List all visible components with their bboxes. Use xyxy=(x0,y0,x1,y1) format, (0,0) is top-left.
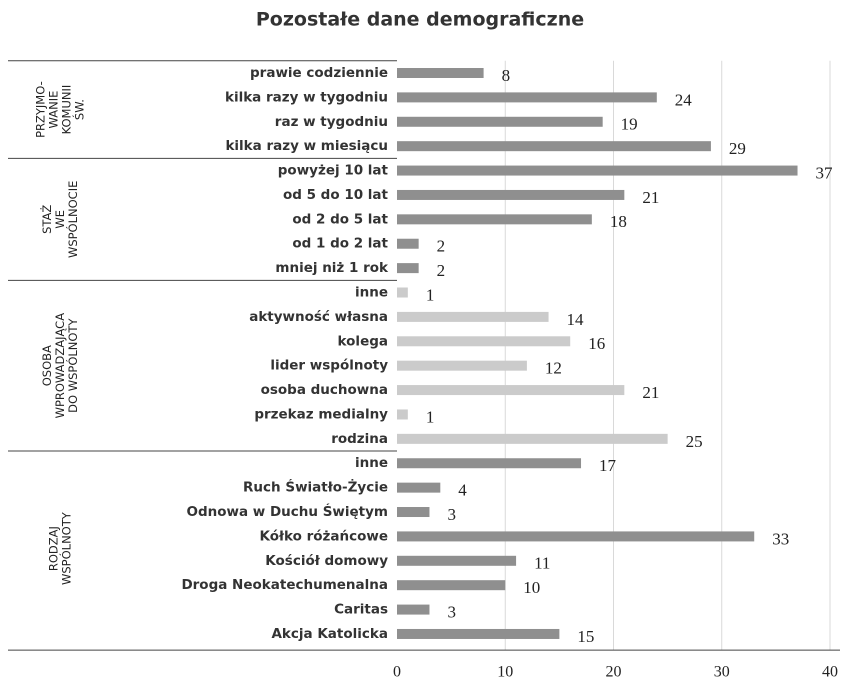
value-label: 21 xyxy=(642,188,659,207)
group-label-line: WE xyxy=(53,210,67,229)
bar xyxy=(397,165,798,176)
bar xyxy=(397,385,625,396)
x-tick-label: 10 xyxy=(497,664,513,681)
value-label: 12 xyxy=(545,359,562,378)
value-label: 16 xyxy=(588,334,605,353)
category-label: kolega xyxy=(338,333,388,349)
bar xyxy=(397,214,592,225)
value-label: 14 xyxy=(567,310,585,329)
category-label: raz w tygodniu xyxy=(275,114,388,130)
group-label-line: WSPÓLNOCIE xyxy=(65,181,80,258)
bar xyxy=(397,555,517,566)
value-label: 1 xyxy=(426,407,435,426)
category-label: Kółko różańcowe xyxy=(259,528,388,544)
value-label: 24 xyxy=(675,90,693,109)
value-label: 10 xyxy=(523,578,540,597)
category-label: mniej niż 1 rok xyxy=(275,260,389,276)
group-label-line: RODZAJ xyxy=(46,526,60,571)
category-label: przekaz medialny xyxy=(254,406,388,422)
x-tick-label: 20 xyxy=(606,664,622,681)
group-label-line: OSOBA xyxy=(40,345,54,386)
bar xyxy=(397,458,582,469)
value-label: 21 xyxy=(642,383,659,402)
bar xyxy=(397,116,603,127)
bar xyxy=(397,263,419,274)
group-label-line: DO WSPÓLNOTY xyxy=(65,318,80,413)
value-label: 17 xyxy=(599,456,617,475)
category-label: lider wspólnoty xyxy=(270,358,388,374)
category-label: Odnowa w Duchu Świętym xyxy=(186,502,388,520)
value-label: 29 xyxy=(729,139,746,158)
value-label: 3 xyxy=(447,602,456,621)
x-tick-label: 0 xyxy=(393,664,401,681)
category-label: inne xyxy=(355,455,388,471)
group-label: STAŻWEWSPÓLNOCIE xyxy=(39,181,80,258)
category-label: od 5 do 10 lat xyxy=(283,187,389,203)
bar xyxy=(397,482,441,493)
category-label: od 2 do 5 lat xyxy=(292,211,388,227)
value-label: 25 xyxy=(686,432,703,451)
chart-title: Pozostałe dane demograficzne xyxy=(256,9,584,31)
category-label: od 1 do 2 lat xyxy=(292,236,388,252)
group-label-line: ŚW. xyxy=(71,99,86,120)
bar xyxy=(397,92,657,103)
bar xyxy=(397,287,408,298)
value-label: 8 xyxy=(502,66,511,85)
x-tick-label: 30 xyxy=(714,664,730,681)
value-label: 33 xyxy=(772,529,789,548)
bar xyxy=(397,580,506,591)
category-label: aktywność własna xyxy=(249,309,388,325)
category-label: powyżej 10 lat xyxy=(278,163,389,179)
category-label: Kościół domowy xyxy=(265,553,388,569)
group-label-line: STAŻ xyxy=(39,205,54,234)
category-label: Akcja Katolicka xyxy=(271,626,388,642)
x-tick-label: 40 xyxy=(822,664,838,681)
group-label-line: WANIE xyxy=(46,91,60,129)
value-label: 37 xyxy=(816,163,834,182)
category-label: inne xyxy=(355,285,388,301)
bar xyxy=(397,360,527,371)
group-label: RODZAJWSPÓLNOTY xyxy=(46,511,73,585)
value-label: 15 xyxy=(577,627,594,646)
value-label: 19 xyxy=(621,115,638,134)
value-label: 18 xyxy=(610,212,627,231)
bar xyxy=(397,409,408,420)
bar xyxy=(397,507,430,518)
value-label: 2 xyxy=(437,237,446,256)
bar xyxy=(397,433,668,444)
bar xyxy=(397,604,430,615)
category-label: Ruch Światło-Życie xyxy=(243,478,388,496)
bar xyxy=(397,68,484,78)
bar xyxy=(397,141,711,152)
bar xyxy=(397,189,625,200)
bar xyxy=(397,238,419,249)
category-label: kilka razy w tygodniu xyxy=(225,89,388,105)
group-label: PRZYJMO-WANIEKOMUNIIŚW. xyxy=(33,81,86,138)
group-label: OSOBAWPROWADZAJĄCADO WSPÓLNOTY xyxy=(40,313,80,419)
value-label: 2 xyxy=(437,261,446,280)
bar xyxy=(397,336,571,347)
value-label: 1 xyxy=(426,285,435,304)
group-label-line: WSPÓLNOTY xyxy=(58,511,73,585)
category-label: prawie codziennie xyxy=(250,65,388,81)
value-label: 4 xyxy=(458,481,467,500)
category-label: kilka razy w miesiącu xyxy=(225,138,388,154)
bar xyxy=(397,628,560,639)
group-label-line: WPROWADZAJĄCA xyxy=(53,313,67,419)
group-label-line: PRZYJMO- xyxy=(33,81,47,138)
value-label: 3 xyxy=(447,505,456,524)
bar xyxy=(397,311,549,322)
value-label: 11 xyxy=(534,554,550,573)
category-label: osoba duchowna xyxy=(261,382,388,398)
category-label: Caritas xyxy=(334,602,388,618)
category-label: Droga Neokatechumenalna xyxy=(181,577,388,593)
bar xyxy=(397,531,755,542)
group-label-line: KOMUNII xyxy=(59,85,73,135)
category-label: rodzina xyxy=(331,431,388,447)
